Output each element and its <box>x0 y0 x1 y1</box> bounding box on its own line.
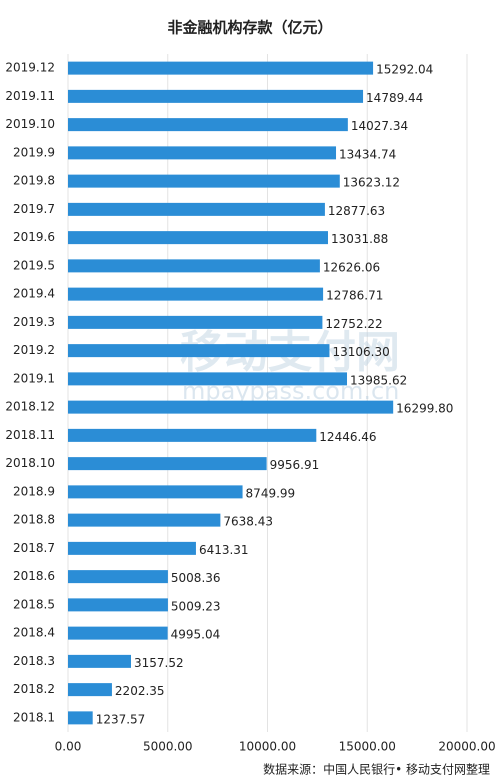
x-tick-label: 0.00 <box>55 740 82 754</box>
bar <box>68 654 131 668</box>
y-tick-label: 2018.12 <box>5 400 55 414</box>
y-tick-label: 2019.11 <box>5 89 55 103</box>
bar <box>68 372 348 386</box>
value-label: 3157.52 <box>134 656 184 670</box>
x-tick-label: 5000.00 <box>143 740 193 754</box>
y-tick-label: 2018.9 <box>13 484 55 498</box>
bar <box>68 626 168 640</box>
bar <box>68 711 93 725</box>
y-tick-label: 2019.8 <box>13 174 55 188</box>
bar <box>68 457 267 471</box>
value-label: 8749.99 <box>246 486 296 500</box>
bar <box>68 400 394 414</box>
value-label: 12752.22 <box>325 317 382 331</box>
value-label: 5008.36 <box>171 571 221 585</box>
y-tick-label: 2018.4 <box>13 626 55 640</box>
y-tick-label: 2019.12 <box>5 61 55 75</box>
value-label: 7638.43 <box>223 515 273 529</box>
y-tick-label: 2019.4 <box>13 287 55 301</box>
value-label: 4995.04 <box>171 628 221 642</box>
value-label: 13985.62 <box>350 373 407 387</box>
y-tick-label: 2018.3 <box>13 654 55 668</box>
x-tick-label: 15000.00 <box>339 740 396 754</box>
bar <box>68 118 348 132</box>
value-label: 9956.91 <box>270 458 320 472</box>
y-tick-label: 2018.6 <box>13 569 55 583</box>
value-label: 13434.74 <box>339 147 396 161</box>
bar <box>68 541 196 555</box>
value-label: 6413.31 <box>199 543 249 557</box>
y-tick-label: 2018.11 <box>5 428 55 442</box>
bar <box>68 89 364 103</box>
bar <box>68 683 112 697</box>
y-tick-label: 2019.10 <box>5 117 55 131</box>
y-tick-label: 2019.1 <box>13 371 55 385</box>
bar <box>68 428 317 442</box>
y-tick-label: 2018.5 <box>13 597 55 611</box>
y-tick-label: 2019.6 <box>13 230 55 244</box>
value-label: 2202.35 <box>115 684 165 698</box>
bar <box>68 598 168 612</box>
value-label: 12786.71 <box>326 289 383 303</box>
y-tick-label: 2019.2 <box>13 343 55 357</box>
x-tick-label: 10000.00 <box>239 740 296 754</box>
bar <box>68 513 221 527</box>
value-label: 14789.44 <box>366 91 423 105</box>
value-label: 13031.88 <box>331 232 388 246</box>
y-tick-label: 2019.3 <box>13 315 55 329</box>
bar <box>68 174 340 188</box>
value-label: 12877.63 <box>328 204 385 218</box>
bar <box>68 287 324 301</box>
value-label: 5009.23 <box>171 599 221 613</box>
y-tick-label: 2018.1 <box>13 710 55 724</box>
y-tick-label: 2019.9 <box>13 145 55 159</box>
value-label: 14027.34 <box>351 119 408 133</box>
y-tick-label: 2019.7 <box>13 202 55 216</box>
bar <box>68 315 323 329</box>
value-label: 13106.30 <box>332 345 389 359</box>
bar <box>68 259 320 273</box>
bar <box>68 61 374 75</box>
value-label: 1237.57 <box>96 712 146 726</box>
y-tick-label: 2018.2 <box>13 682 55 696</box>
value-label: 12626.06 <box>323 260 380 274</box>
bar <box>68 344 330 358</box>
chart-title: 非金融机构存款（亿元） <box>167 19 332 37</box>
bar <box>68 202 325 216</box>
x-tick-label: 20000.00 <box>438 740 495 754</box>
y-tick-label: 2018.10 <box>5 456 55 470</box>
value-label: 16299.80 <box>396 402 453 416</box>
y-tick-label: 2019.5 <box>13 258 55 272</box>
value-label: 15292.04 <box>376 63 433 77</box>
bar <box>68 146 337 160</box>
y-tick-label: 2018.8 <box>13 513 55 527</box>
source-note: 数据来源：中国人民银行• 移动支付网整理 <box>263 762 490 777</box>
value-label: 13623.12 <box>343 176 400 190</box>
bar <box>68 231 328 245</box>
bar <box>68 485 243 499</box>
value-label: 12446.46 <box>319 430 376 444</box>
y-tick-label: 2018.7 <box>13 541 55 555</box>
bar <box>68 570 168 584</box>
